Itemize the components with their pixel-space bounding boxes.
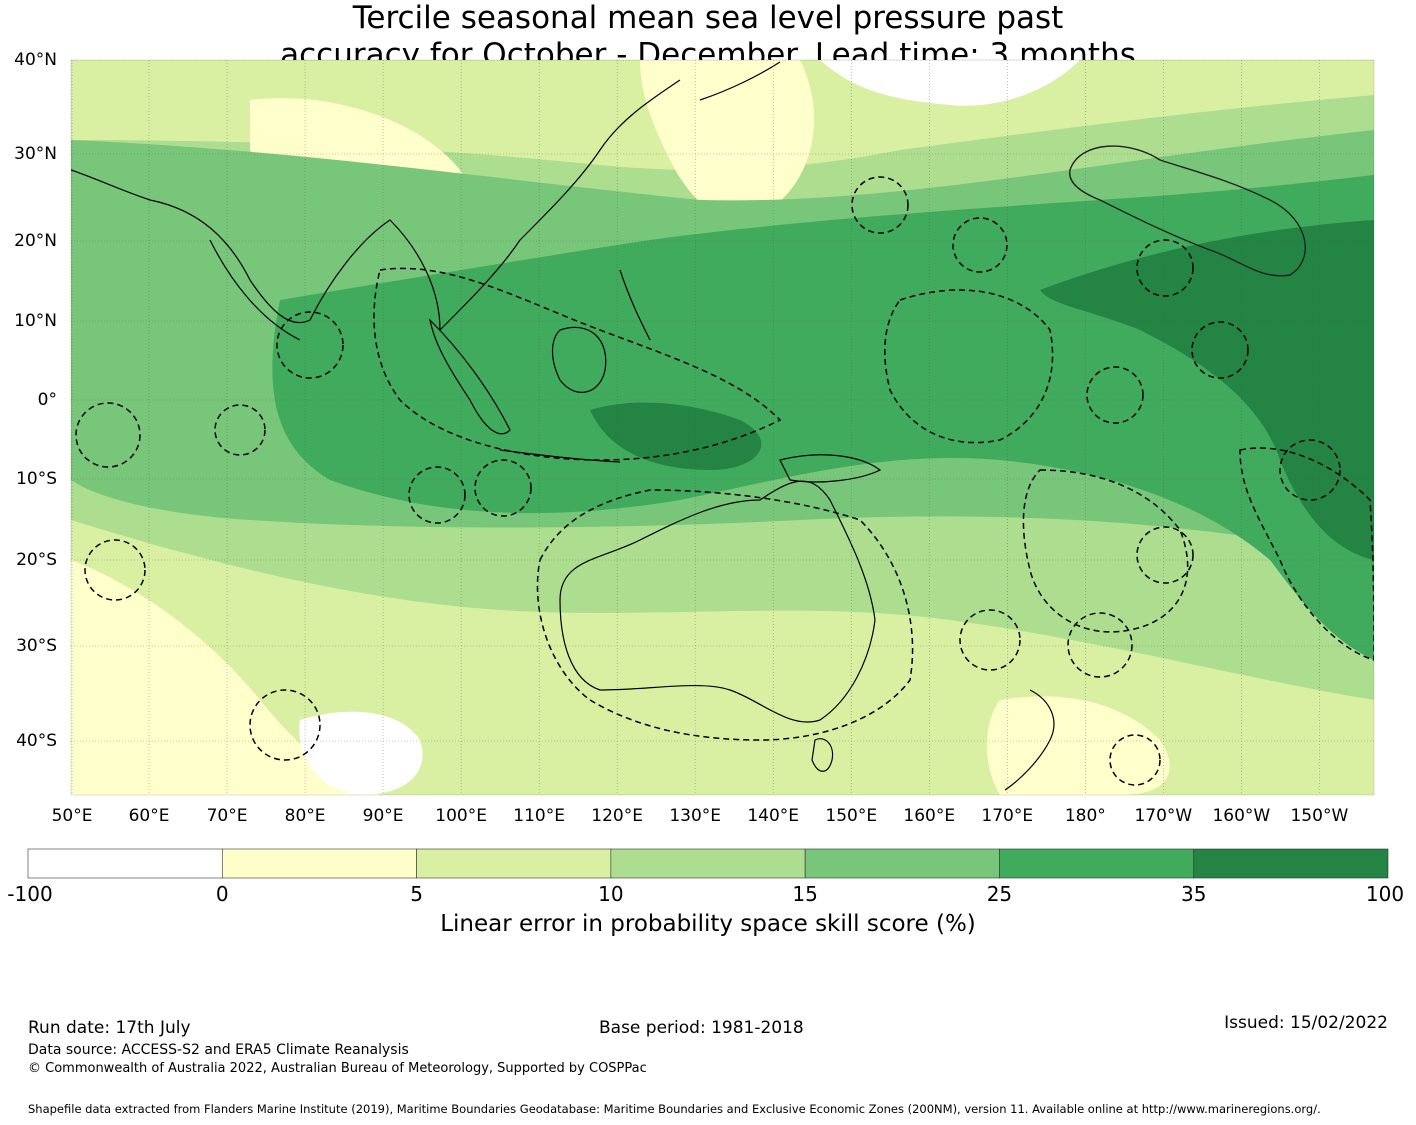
skill-score-map: [70, 59, 1375, 796]
australia-coast: [559, 480, 876, 723]
asia-mainland-coast: [71, 79, 681, 332]
skill-zone-highest-pacific: [1040, 220, 1374, 560]
colorbar-tick-label: 35: [1180, 882, 1207, 906]
longitude-label: 110°E: [513, 806, 565, 826]
borneo-coast: [551, 326, 607, 393]
eez-boundary-island-1: [408, 466, 466, 524]
longitude-label: 140°E: [747, 806, 800, 826]
eez-boundary-pacific-south: [1022, 469, 1189, 633]
longitude-label: 100°E: [435, 806, 487, 826]
issued-date: Issued: 15/02/2022: [1224, 1013, 1388, 1033]
skill-zone-highest-maritime: [590, 402, 762, 470]
japan-coast: [699, 61, 781, 101]
eez-boundary-island-13: [1086, 366, 1144, 424]
data-source: Data source: ACCESS-S2 and ERA5 Climate …: [28, 1042, 409, 1058]
latitude-label: 10°S: [16, 469, 57, 489]
longitude-label: 70°E: [206, 806, 248, 826]
map-title-line-1: Tercile seasonal mean sea level pressure…: [352, 0, 1064, 36]
eez-boundary-island-4: [84, 539, 146, 601]
eez-boundary-australia: [536, 489, 914, 741]
eez-boundary-indonesia: [373, 267, 782, 461]
colorbar-tick-label: -100: [7, 882, 53, 906]
eez-boundary-island-8: [1136, 239, 1194, 297]
eez-boundary-island-6: [851, 176, 909, 234]
eez-boundary-island-16: [75, 402, 141, 468]
longitude-label: 160°W: [1212, 806, 1271, 826]
colorbar-segment: [27, 848, 223, 879]
colorbar-segment: [1193, 848, 1389, 879]
colorbar-tick-label: 100: [1365, 882, 1405, 906]
base-period: Base period: 1981-2018: [599, 1018, 804, 1038]
coastlines: [71, 61, 1055, 791]
gridlines: [71, 60, 1374, 795]
colorbar-tick-label: 15: [792, 882, 818, 906]
eez-boundary-island-15: [1109, 734, 1161, 786]
colorbar-segment: [416, 848, 612, 879]
new-zealand-coast: [1004, 689, 1055, 791]
longitude-label: 170°E: [981, 806, 1034, 826]
new-guinea-coast: [779, 454, 882, 483]
eez-boundary-island-12: [1136, 526, 1194, 584]
map-frame: [70, 59, 1375, 796]
colorbar-tick-label: 25: [986, 882, 1013, 906]
skill-zone-negative-southwest: [299, 711, 423, 795]
latitude-label: 0°: [37, 390, 57, 410]
eez-boundary-hawaii: [1068, 145, 1306, 277]
colorbar-tick-label: 10: [598, 882, 624, 906]
skill-zone-nonskill-southwest: [71, 560, 380, 795]
longitude-label: 150°W: [1290, 806, 1349, 826]
longitude-label: 130°E: [669, 806, 722, 826]
colorbar: [27, 848, 1389, 879]
latitude-label: 20°S: [16, 550, 57, 570]
india-coast: [209, 239, 301, 341]
longitude-label: 150°E: [825, 806, 878, 826]
longitude-label: 180°: [1064, 806, 1106, 826]
colorbar-segment: [804, 848, 1000, 879]
eez-boundary-island-5: [276, 311, 344, 379]
colorbar-segment: [221, 848, 417, 879]
eez-boundary-central-pacific: [1239, 447, 1374, 661]
longitude-label: 170°W: [1134, 806, 1193, 826]
longitude-label: 160°E: [903, 806, 956, 826]
philippines-coast: [619, 269, 651, 341]
latitude-label: 40°N: [14, 50, 57, 70]
eez-boundary-island-17: [214, 404, 266, 456]
latitude-label: 20°N: [14, 231, 57, 251]
longitude-label: 90°E: [362, 806, 404, 826]
colorbar-segment: [610, 848, 806, 879]
longitude-label: 80°E: [284, 806, 326, 826]
eez-boundary-island-2: [474, 459, 532, 517]
copyright: © Commonwealth of Australia 2022, Austra…: [28, 1061, 647, 1076]
colorbar-tick-label: 5: [410, 882, 423, 906]
run-date: Run date: 17th July: [28, 1018, 191, 1038]
colorbar-label: Linear error in probability space skill …: [440, 911, 976, 937]
eez-boundary-island-11: [1067, 612, 1133, 678]
latitude-label: 40°S: [16, 731, 57, 751]
latitude-label: 10°N: [14, 311, 57, 331]
eez-boundary-island-10: [959, 609, 1021, 671]
skill-zone-negative-north: [820, 60, 1080, 106]
longitude-label: 120°E: [591, 806, 644, 826]
eez-boundary-island-14: [1279, 439, 1341, 501]
shapefile-credit: Shapefile data extracted from Flanders M…: [28, 1102, 1321, 1116]
eez-boundary-island-3: [249, 689, 321, 761]
skill-zone-nonskill-tasman: [986, 696, 1170, 795]
longitude-label: 60°E: [128, 806, 170, 826]
skill-zone-nonskill-japan: [640, 60, 815, 219]
sumatra-coast: [429, 318, 511, 435]
latitude-label: 30°S: [16, 636, 57, 656]
longitude-label: 50°E: [51, 806, 93, 826]
eez-boundary-island-9: [1191, 321, 1249, 379]
java-coast: [499, 449, 621, 463]
tasmania-coast: [811, 738, 834, 772]
latitude-label: 30°N: [14, 144, 57, 164]
colorbar-segment: [999, 848, 1195, 879]
eez-boundaries: [75, 176, 1374, 786]
colorbar-tick-label: 0: [215, 882, 229, 906]
eez-boundary-island-7: [952, 217, 1008, 273]
eez-boundary-pacific-east: [884, 289, 1054, 444]
